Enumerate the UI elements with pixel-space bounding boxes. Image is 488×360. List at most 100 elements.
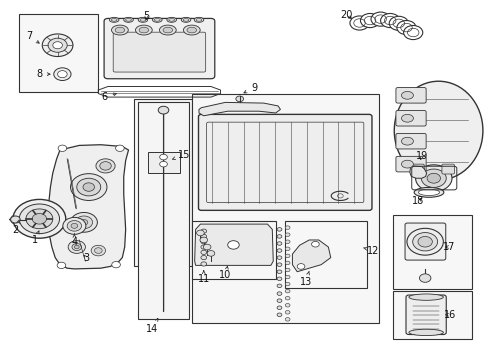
FancyBboxPatch shape (395, 134, 425, 149)
Circle shape (100, 162, 111, 170)
Circle shape (285, 311, 289, 314)
Text: 10: 10 (219, 266, 231, 280)
Circle shape (42, 34, 73, 57)
FancyBboxPatch shape (405, 295, 446, 334)
Bar (191, 221, 275, 279)
Ellipse shape (186, 27, 196, 33)
Ellipse shape (139, 27, 148, 33)
Text: 4: 4 (71, 234, 77, 247)
Circle shape (201, 234, 206, 239)
Circle shape (74, 245, 79, 249)
Circle shape (203, 244, 210, 250)
Text: 5: 5 (143, 11, 149, 21)
Text: 1: 1 (31, 231, 39, 245)
Circle shape (207, 251, 214, 256)
Polygon shape (194, 224, 273, 265)
FancyBboxPatch shape (404, 223, 445, 260)
Ellipse shape (401, 91, 412, 99)
Circle shape (58, 71, 67, 78)
Text: 17: 17 (443, 242, 455, 252)
Circle shape (380, 13, 399, 28)
Circle shape (160, 154, 167, 160)
Circle shape (277, 292, 281, 295)
Circle shape (201, 240, 206, 244)
Ellipse shape (123, 17, 133, 22)
Text: 3: 3 (83, 253, 89, 263)
Circle shape (67, 221, 81, 231)
Circle shape (48, 38, 67, 52)
Circle shape (196, 230, 204, 236)
Circle shape (388, 16, 407, 30)
Circle shape (54, 68, 71, 81)
Text: 19: 19 (415, 151, 427, 161)
Ellipse shape (183, 25, 200, 35)
Circle shape (285, 254, 289, 258)
Ellipse shape (138, 17, 147, 22)
FancyBboxPatch shape (411, 164, 424, 174)
Bar (147, 152, 180, 173)
Circle shape (77, 178, 101, 196)
Ellipse shape (408, 294, 443, 300)
Circle shape (201, 229, 206, 233)
Circle shape (277, 263, 281, 266)
Bar (392, 215, 471, 289)
Circle shape (421, 169, 446, 188)
Circle shape (277, 299, 281, 302)
FancyBboxPatch shape (395, 111, 425, 126)
Polygon shape (199, 102, 280, 116)
Circle shape (200, 237, 207, 243)
Circle shape (285, 261, 289, 265)
Circle shape (277, 270, 281, 274)
Text: 15: 15 (172, 150, 190, 159)
Circle shape (201, 245, 206, 249)
Circle shape (396, 21, 415, 35)
Circle shape (53, 42, 62, 49)
Circle shape (96, 159, 115, 173)
Ellipse shape (393, 81, 482, 180)
Ellipse shape (111, 25, 128, 35)
Ellipse shape (181, 17, 190, 22)
Circle shape (285, 282, 289, 286)
Text: 6: 6 (102, 92, 116, 102)
Circle shape (63, 217, 86, 234)
Ellipse shape (109, 17, 119, 22)
Circle shape (32, 213, 46, 224)
Circle shape (13, 199, 65, 238)
Polygon shape (409, 166, 426, 178)
FancyBboxPatch shape (395, 156, 425, 172)
Polygon shape (48, 145, 128, 269)
Text: 14: 14 (146, 318, 158, 334)
FancyBboxPatch shape (395, 87, 425, 103)
FancyBboxPatch shape (441, 164, 453, 174)
Ellipse shape (418, 189, 439, 195)
Ellipse shape (154, 18, 160, 21)
Ellipse shape (413, 188, 443, 197)
Circle shape (277, 284, 281, 288)
Ellipse shape (166, 17, 176, 22)
Circle shape (415, 165, 451, 192)
Circle shape (297, 264, 304, 269)
Ellipse shape (111, 18, 117, 21)
Circle shape (285, 296, 289, 300)
FancyBboxPatch shape (198, 114, 371, 210)
Circle shape (370, 12, 389, 26)
Circle shape (277, 249, 281, 252)
Circle shape (285, 303, 289, 307)
Circle shape (277, 242, 281, 245)
Ellipse shape (401, 137, 412, 145)
Text: 11: 11 (197, 271, 209, 284)
Ellipse shape (196, 18, 202, 21)
Circle shape (349, 16, 368, 30)
Circle shape (71, 224, 78, 228)
Circle shape (72, 243, 81, 251)
Circle shape (412, 233, 437, 251)
Circle shape (277, 277, 281, 280)
Circle shape (406, 228, 443, 255)
Polygon shape (292, 240, 330, 272)
Ellipse shape (183, 18, 188, 21)
Bar (138, 102, 189, 319)
Circle shape (426, 173, 440, 183)
Circle shape (419, 274, 430, 282)
Circle shape (75, 216, 92, 229)
Circle shape (285, 289, 289, 293)
